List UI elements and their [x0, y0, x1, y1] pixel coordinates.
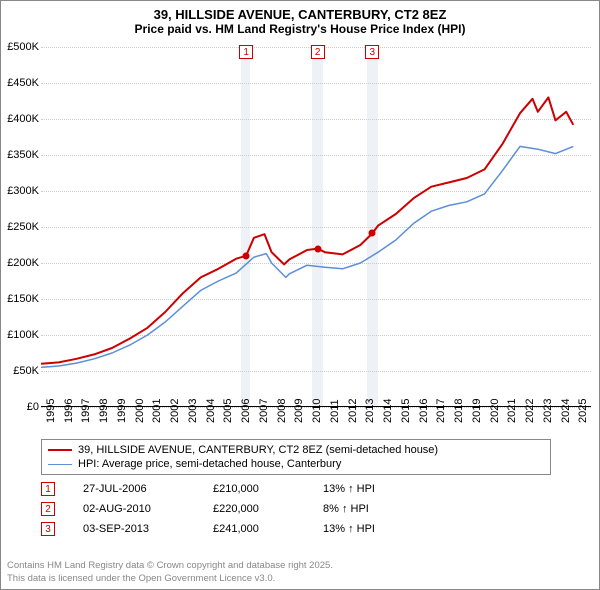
y-axis-label: £250K: [1, 221, 39, 233]
x-axis-label: 2014: [382, 393, 394, 423]
y-axis-label: £450K: [1, 77, 39, 89]
chart-lines-svg: [41, 47, 591, 407]
sales-marker-3: 3: [41, 522, 55, 536]
x-axis-label: 2007: [258, 393, 270, 423]
y-axis-label: £0: [1, 401, 39, 413]
x-axis-label: 2011: [329, 393, 341, 423]
footer-attribution: Contains HM Land Registry data © Crown c…: [7, 560, 333, 585]
sales-date-2: 02-AUG-2010: [83, 503, 213, 515]
x-axis-label: 2004: [205, 393, 217, 423]
x-axis-label: 2003: [187, 393, 199, 423]
sale-point-dot: [369, 230, 376, 237]
legend-swatch-price-paid: [48, 449, 72, 451]
x-axis-label: 2019: [471, 393, 483, 423]
x-axis-label: 2023: [542, 393, 554, 423]
sales-marker-2: 2: [41, 502, 55, 516]
footer-line-1: Contains HM Land Registry data © Crown c…: [7, 560, 333, 572]
legend-swatch-hpi: [48, 464, 72, 465]
x-axis-label: 1996: [63, 393, 75, 423]
sales-date-1: 27-JUL-2006: [83, 483, 213, 495]
legend-box: 39, HILLSIDE AVENUE, CANTERBURY, CT2 8EZ…: [41, 439, 551, 475]
x-axis-label: 2005: [222, 393, 234, 423]
x-axis-label: 1995: [45, 393, 57, 423]
y-axis-label: £50K: [1, 365, 39, 377]
title-line-2: Price paid vs. HM Land Registry's House …: [1, 22, 599, 36]
y-axis-label: £100K: [1, 329, 39, 341]
legend-row-price-paid: 39, HILLSIDE AVENUE, CANTERBURY, CT2 8EZ…: [48, 443, 544, 457]
y-axis-label: £400K: [1, 113, 39, 125]
x-axis-label: 2017: [435, 393, 447, 423]
sales-price-3: £241,000: [213, 523, 323, 535]
x-axis-label: 2010: [311, 393, 323, 423]
legend-label-price-paid: 39, HILLSIDE AVENUE, CANTERBURY, CT2 8EZ…: [78, 444, 438, 456]
y-axis-label: £300K: [1, 185, 39, 197]
footer-line-2: This data is licensed under the Open Gov…: [7, 573, 333, 585]
sales-delta-2: 8% ↑ HPI: [323, 503, 433, 515]
x-axis-label: 1997: [80, 393, 92, 423]
x-axis-label: 2021: [506, 393, 518, 423]
x-axis-label: 2020: [489, 393, 501, 423]
sales-delta-1: 13% ↑ HPI: [323, 483, 433, 495]
sales-table: 1 27-JUL-2006 £210,000 13% ↑ HPI 2 02-AU…: [41, 479, 433, 539]
sale-point-dot: [243, 252, 250, 259]
x-axis-label: 2000: [134, 393, 146, 423]
x-axis-label: 2006: [240, 393, 252, 423]
x-axis-label: 2013: [364, 393, 376, 423]
x-axis-label: 2008: [276, 393, 288, 423]
x-axis-label: 2001: [151, 393, 163, 423]
x-axis-label: 2016: [418, 393, 430, 423]
title-line-1: 39, HILLSIDE AVENUE, CANTERBURY, CT2 8EZ: [1, 7, 599, 22]
x-axis-label: 2002: [169, 393, 181, 423]
x-axis-label: 2024: [560, 393, 572, 423]
chart-marker-3: 3: [365, 45, 379, 59]
y-axis-label: £200K: [1, 257, 39, 269]
x-axis-label: 2025: [577, 393, 589, 423]
x-axis-label: 2015: [400, 393, 412, 423]
y-axis-label: £500K: [1, 41, 39, 53]
sale-point-dot: [314, 245, 321, 252]
sales-date-3: 03-SEP-2013: [83, 523, 213, 535]
chart-marker-2: 2: [311, 45, 325, 59]
x-axis-label: 2018: [453, 393, 465, 423]
x-axis-label: 2022: [524, 393, 536, 423]
sales-row-1: 1 27-JUL-2006 £210,000 13% ↑ HPI: [41, 479, 433, 499]
x-axis-label: 1999: [116, 393, 128, 423]
x-axis-label: 1998: [98, 393, 110, 423]
legend-row-hpi: HPI: Average price, semi-detached house,…: [48, 457, 544, 471]
sales-price-2: £220,000: [213, 503, 323, 515]
x-axis-label: 2009: [293, 393, 305, 423]
x-axis-label: 2012: [347, 393, 359, 423]
sales-row-2: 2 02-AUG-2010 £220,000 8% ↑ HPI: [41, 499, 433, 519]
y-axis-label: £150K: [1, 293, 39, 305]
sales-row-3: 3 03-SEP-2013 £241,000 13% ↑ HPI: [41, 519, 433, 539]
chart-marker-1: 1: [239, 45, 253, 59]
sales-price-1: £210,000: [213, 483, 323, 495]
title-block: 39, HILLSIDE AVENUE, CANTERBURY, CT2 8EZ…: [1, 1, 599, 38]
chart-plot-area: [41, 47, 591, 407]
y-axis-label: £350K: [1, 149, 39, 161]
legend-label-hpi: HPI: Average price, semi-detached house,…: [78, 458, 341, 470]
chart-container: 39, HILLSIDE AVENUE, CANTERBURY, CT2 8EZ…: [0, 0, 600, 590]
sales-marker-1: 1: [41, 482, 55, 496]
series-hpi: [41, 146, 573, 367]
sales-delta-3: 13% ↑ HPI: [323, 523, 433, 535]
series-price_paid: [41, 97, 573, 363]
